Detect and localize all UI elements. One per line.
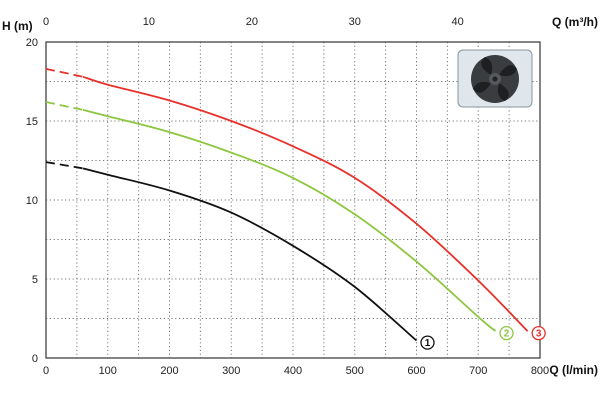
curve-marker-label-2: 2: [504, 329, 510, 340]
curve-marker-2: [499, 325, 514, 341]
curve-marker-label-1: 1: [425, 338, 431, 349]
x-tick-label: 0: [43, 365, 49, 377]
curve-marker-1: [420, 335, 435, 350]
y-tick-label: 15: [26, 116, 38, 128]
x-tick-label: 300: [222, 365, 240, 377]
curve-marker-label-3: 3: [536, 329, 542, 340]
x-tick-label: 800: [531, 365, 549, 377]
y-tick-label: 10: [26, 195, 38, 207]
x-tick-label: 600: [407, 365, 425, 377]
curve-2: [82, 109, 497, 332]
x2-tick-label: 40: [452, 16, 464, 28]
x2-tick-label: 0: [43, 16, 49, 28]
x-tick-label: 400: [284, 365, 302, 377]
y-tick-label: 5: [32, 274, 38, 286]
x2-tick-label: 10: [143, 16, 155, 28]
y-tick-label: 0: [32, 353, 38, 365]
x-tick-label: 700: [469, 365, 487, 377]
x2-tick-label: 30: [349, 16, 361, 28]
x-tick-label: 100: [99, 365, 117, 377]
curve-marker-3: [531, 325, 546, 341]
x2-axis-label: Q (m³/h): [552, 15, 598, 29]
curves-layer: 1 2 3: [45, 68, 546, 350]
x-tick-label: 500: [346, 365, 364, 377]
x-axis-label: Q (l/min): [549, 363, 598, 377]
impeller-image: [457, 49, 533, 108]
curve-1-dashed: [45, 161, 84, 170]
y-axis-label: H (m): [2, 19, 33, 33]
x2-tick-label: 20: [246, 16, 258, 28]
plot-frame: [45, 41, 541, 359]
x-tick-label: 200: [160, 365, 178, 377]
grid-lines: [46, 42, 540, 358]
curve-3-dashed: [45, 68, 84, 78]
y-tick-label: 20: [26, 37, 38, 49]
curve-2-dashed: [45, 101, 84, 111]
curve-1: [82, 167, 418, 342]
curve-3: [82, 75, 529, 332]
